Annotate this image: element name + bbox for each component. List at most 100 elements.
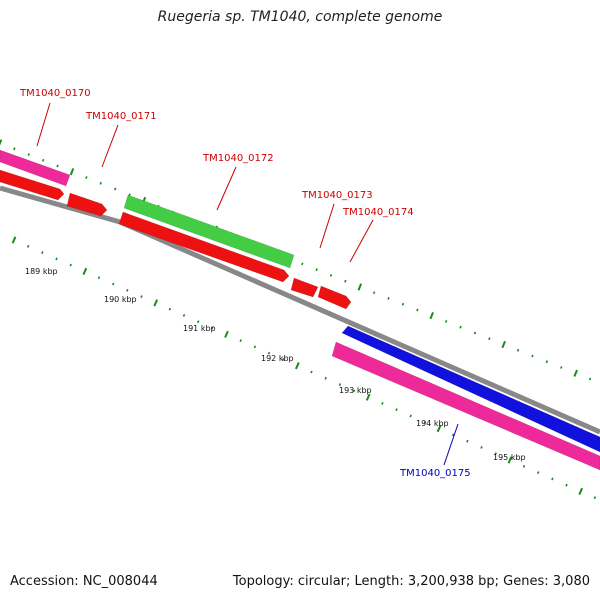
gene-tm1040-0174[interactable] (317, 285, 352, 310)
scale-label-192: 192 kbp (261, 354, 294, 363)
lower-tick-23 (338, 383, 342, 387)
leader-line-0171 (101, 124, 119, 168)
gene-tm1040-0175[interactable] (331, 341, 600, 471)
lower-tick-6 (97, 276, 101, 280)
upper-tick-34 (488, 337, 491, 341)
lower-tick-3 (55, 257, 58, 261)
lower-tick-15 (224, 330, 229, 338)
lower-tick-21 (310, 370, 313, 374)
lower-tick-41 (593, 496, 597, 500)
leader-line-0175 (443, 423, 459, 466)
upper-tick-7 (99, 181, 102, 185)
scale-label-189: 189 kbp (25, 267, 58, 276)
gene-label-0173[interactable]: TM1040_0173 (301, 190, 373, 201)
genome-backbone-line (0, 185, 600, 435)
lower-tick-17 (253, 345, 257, 349)
gene-tm1040-0172b[interactable] (118, 211, 290, 283)
lower-tick-14 (211, 326, 214, 330)
lower-tick-18 (267, 351, 271, 355)
lower-tick-33 (480, 445, 483, 449)
lower-tick-35 (507, 456, 513, 464)
upper-tick-24 (344, 279, 347, 283)
lower-tick-29 (423, 420, 427, 424)
lower-tick-1 (26, 244, 30, 248)
gene-tm1040-0170b[interactable] (0, 169, 65, 201)
upper-tick-6 (85, 176, 88, 179)
upper-tick-41 (588, 377, 592, 381)
lower-tick-4 (69, 263, 72, 267)
lower-tick-34 (494, 452, 497, 456)
lower-tick-0 (11, 236, 17, 244)
lower-tick-10 (153, 299, 159, 307)
upper-tick-22 (315, 268, 318, 272)
scale-label-194: 194 kbp (416, 419, 449, 428)
scale-label-191: 191 kbp (183, 324, 216, 333)
leader-line-0172 (216, 166, 237, 211)
upper-tick-33 (473, 331, 477, 335)
upper-tick-row (0, 139, 592, 381)
upper-tick-29 (416, 308, 419, 312)
upper-tick-38 (545, 360, 549, 364)
upper-tick-35 (501, 340, 506, 349)
lower-tick-19 (281, 357, 285, 361)
gene-tm1040-0175b[interactable] (341, 325, 600, 453)
gene-label-0175[interactable]: TM1040_0175 (399, 468, 471, 479)
upper-tick-21 (301, 262, 304, 266)
lower-tick-5 (82, 267, 88, 276)
map-title: Ruegeria sp. TM1040, complete genome (157, 9, 443, 25)
lower-tick-8 (126, 288, 129, 292)
upper-tick-40 (573, 369, 578, 377)
accession-text: Accession: NC_008044 (10, 574, 158, 589)
lower-tick-9 (140, 295, 143, 299)
upper-tick-30 (429, 312, 434, 320)
lower-tick-40 (578, 487, 584, 496)
lower-tick-12 (182, 313, 186, 317)
upper-tick-4 (56, 164, 59, 168)
lower-tick-26 (381, 401, 384, 405)
lower-tick-16 (239, 339, 242, 343)
gene-label-0170[interactable]: TM1040_0170 (19, 88, 91, 99)
lower-tick-25 (365, 393, 371, 401)
lower-tick-39 (565, 483, 568, 487)
upper-tick-31 (444, 320, 448, 323)
gene-label-0174[interactable]: TM1040_0174 (342, 207, 414, 218)
upper-tick-25 (357, 283, 363, 291)
upper-tick-36 (516, 348, 520, 352)
upper-tick-0 (0, 139, 3, 146)
upper-tick-39 (560, 366, 563, 369)
gene-tm1040-0171[interactable] (66, 192, 108, 217)
upper-tick-1 (13, 147, 16, 151)
lower-tick-7 (111, 282, 115, 286)
gene-tm1040-0172[interactable] (123, 194, 295, 269)
upper-tick-26 (372, 291, 376, 295)
lower-tick-32 (466, 439, 469, 443)
upper-tick-3 (41, 158, 45, 162)
lower-tick-22 (324, 376, 327, 380)
leader-line-0170 (36, 102, 51, 147)
lower-tick-11 (168, 307, 172, 311)
upper-tick-8 (113, 187, 117, 191)
leader-line-0173 (319, 203, 335, 249)
lower-tick-36 (522, 464, 526, 468)
lower-tick-27 (395, 408, 398, 412)
upper-tick-28 (401, 302, 405, 306)
gene-label-0172[interactable]: TM1040_0172 (202, 153, 274, 164)
upper-tick-5 (69, 168, 75, 176)
gene-tm1040-0170[interactable] (0, 149, 71, 187)
lower-tick-2 (41, 251, 44, 255)
upper-tick-27 (387, 296, 390, 300)
lower-tick-31 (451, 433, 455, 437)
lower-tick-37 (536, 471, 540, 475)
gene-label-0171[interactable]: TM1040_0171 (85, 111, 157, 122)
gene-tm1040-0173[interactable] (290, 277, 319, 298)
upper-tick-2 (27, 153, 30, 156)
lower-tick-30 (436, 424, 442, 433)
lower-tick-20 (294, 362, 300, 370)
lower-tick-38 (551, 477, 554, 481)
upper-tick-23 (329, 274, 333, 277)
topology-text: Topology: circular; Length: 3,200,938 bp… (232, 574, 590, 589)
scale-label-190: 190 kbp (104, 295, 137, 304)
lower-tick-28 (409, 414, 412, 418)
lower-tick-row (11, 236, 597, 500)
